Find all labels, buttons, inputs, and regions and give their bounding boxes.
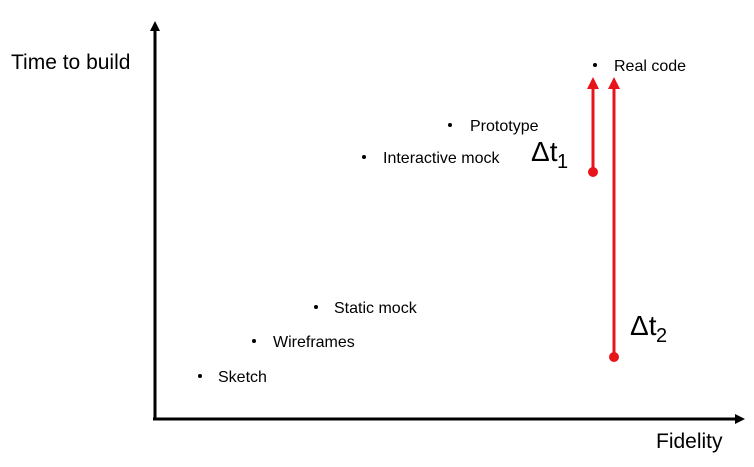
point-label: Prototype bbox=[470, 118, 539, 135]
point-static-mock: Static mock bbox=[314, 300, 418, 317]
delta-arrow-1-origin bbox=[588, 167, 598, 177]
delta-subscript: 2 bbox=[656, 325, 667, 347]
delta-symbol: Δt bbox=[531, 136, 558, 167]
point-marker bbox=[198, 374, 202, 378]
delta-arrow-2-origin bbox=[609, 352, 619, 362]
point-wireframes: Wireframes bbox=[252, 334, 355, 351]
point-marker bbox=[448, 123, 452, 127]
point-marker bbox=[314, 305, 318, 309]
point-label: Sketch bbox=[218, 369, 267, 386]
point-label: Static mock bbox=[334, 300, 418, 317]
point-label: Wireframes bbox=[273, 334, 355, 351]
point-real-code: Real code bbox=[593, 58, 686, 75]
delta-label-1: Δt 1 bbox=[531, 136, 568, 173]
point-label: Interactive mock bbox=[383, 150, 500, 167]
x-axis-label: Fidelity bbox=[656, 430, 723, 453]
point-marker bbox=[362, 155, 366, 159]
delta-label-2: Δt 2 bbox=[630, 310, 667, 347]
point-label: Real code bbox=[614, 58, 686, 75]
delta-symbol: Δt bbox=[630, 310, 657, 341]
point-marker bbox=[252, 339, 256, 343]
delta-arrow-1 bbox=[587, 77, 599, 177]
delta-subscript: 1 bbox=[557, 151, 568, 173]
y-axis-label: Time to build bbox=[11, 51, 130, 74]
point-prototype: Prototype bbox=[448, 118, 539, 135]
delta-arrow-2 bbox=[608, 77, 620, 362]
point-marker bbox=[593, 63, 597, 67]
point-interactive-mock: Interactive mock bbox=[362, 150, 500, 167]
point-sketch: Sketch bbox=[198, 369, 267, 386]
